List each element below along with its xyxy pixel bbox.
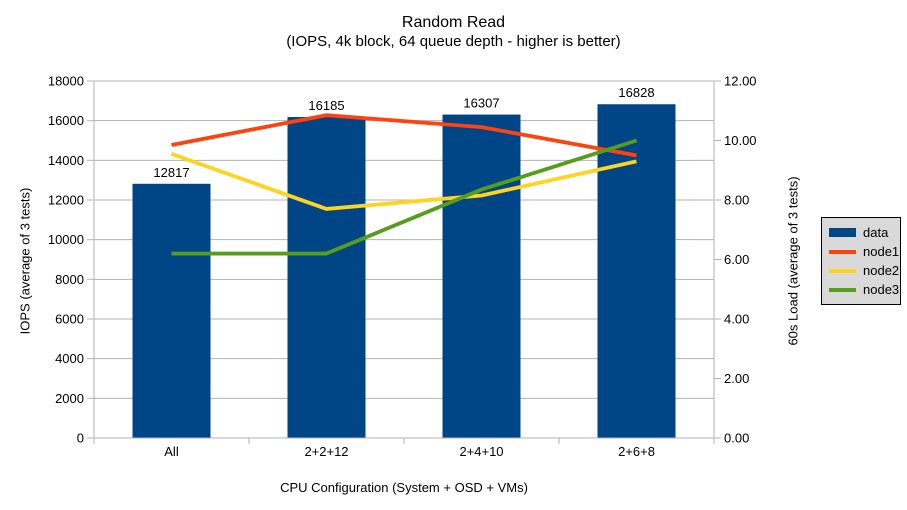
bar-2+4+10 — [442, 114, 521, 439]
left-axis-title: IOPS (average of 3 tests) — [17, 187, 33, 335]
legend-swatch-node3 — [829, 287, 856, 292]
left-axis-tick-label: 12000 — [48, 193, 84, 208]
legend-swatch-node1 — [829, 249, 856, 254]
right-axis-tick-label: 4.00 — [724, 312, 749, 327]
legend-swatch-data — [829, 228, 856, 237]
line-node1 — [171, 113, 637, 158]
bar-value-label: 12817 — [153, 165, 189, 180]
chart-subtitle: (IOPS, 4k block, 64 queue depth - higher… — [286, 33, 621, 50]
legend-swatch-node2 — [829, 268, 856, 273]
bar-value-label: 16828 — [618, 85, 654, 100]
left-axis-tick-label: 2000 — [55, 391, 84, 406]
right-axis-tick-label: 0.00 — [724, 431, 749, 446]
right-axis-tick-label: 12.00 — [724, 74, 757, 89]
x-axis-title: CPU Configuration (System + OSD + VMs) — [280, 480, 528, 495]
left-axis-tick-label: 6000 — [55, 312, 84, 327]
x-axis-category-label: 2+4+10 — [459, 444, 503, 459]
chart-title: Random Read — [401, 14, 506, 31]
legend-item-node3: node3 — [829, 280, 900, 299]
right-axis-tick-label: 2.00 — [724, 371, 749, 386]
bar-2+6+8 — [597, 104, 676, 439]
left-axis-tick-label: 16000 — [48, 113, 84, 128]
line-node3 — [171, 138, 638, 256]
left-axis-tick-label: 14000 — [48, 153, 84, 168]
bar-value-label: 16185 — [308, 98, 344, 113]
left-axis-tick-label: 18000 — [48, 74, 84, 89]
legend-item-node2: node2 — [829, 261, 900, 280]
legend-item-data: data — [829, 223, 900, 242]
bar-All — [132, 183, 211, 438]
legend-label-node3: node3 — [863, 282, 900, 297]
right-axis-title: 60s Load (average of 3 tests) — [785, 176, 801, 346]
right-axis-tick-label: 8.00 — [724, 193, 749, 208]
legend-label-node1: node1 — [863, 244, 900, 259]
bar-value-label: 16307 — [463, 96, 499, 111]
x-axis-category-label: All — [164, 444, 179, 459]
legend: data node1 node2 node3 — [821, 217, 901, 305]
left-axis-tick-label: 10000 — [48, 232, 84, 247]
line-node2 — [170, 152, 637, 211]
legend-label-data: data — [863, 225, 889, 240]
legend-label-node2: node2 — [863, 263, 900, 278]
legend-item-node1: node1 — [829, 242, 900, 261]
right-axis-tick-label: 10.00 — [724, 133, 757, 148]
left-axis-tick-label: 4000 — [55, 351, 84, 366]
x-axis-category-label: 2+6+8 — [618, 444, 655, 459]
bar-2+2+12 — [287, 116, 366, 438]
left-axis-tick-label: 8000 — [55, 272, 84, 287]
x-axis-category-label: 2+2+12 — [304, 444, 348, 459]
left-axis-tick-label: 0 — [77, 431, 84, 446]
right-axis-tick-label: 6.00 — [724, 252, 749, 267]
